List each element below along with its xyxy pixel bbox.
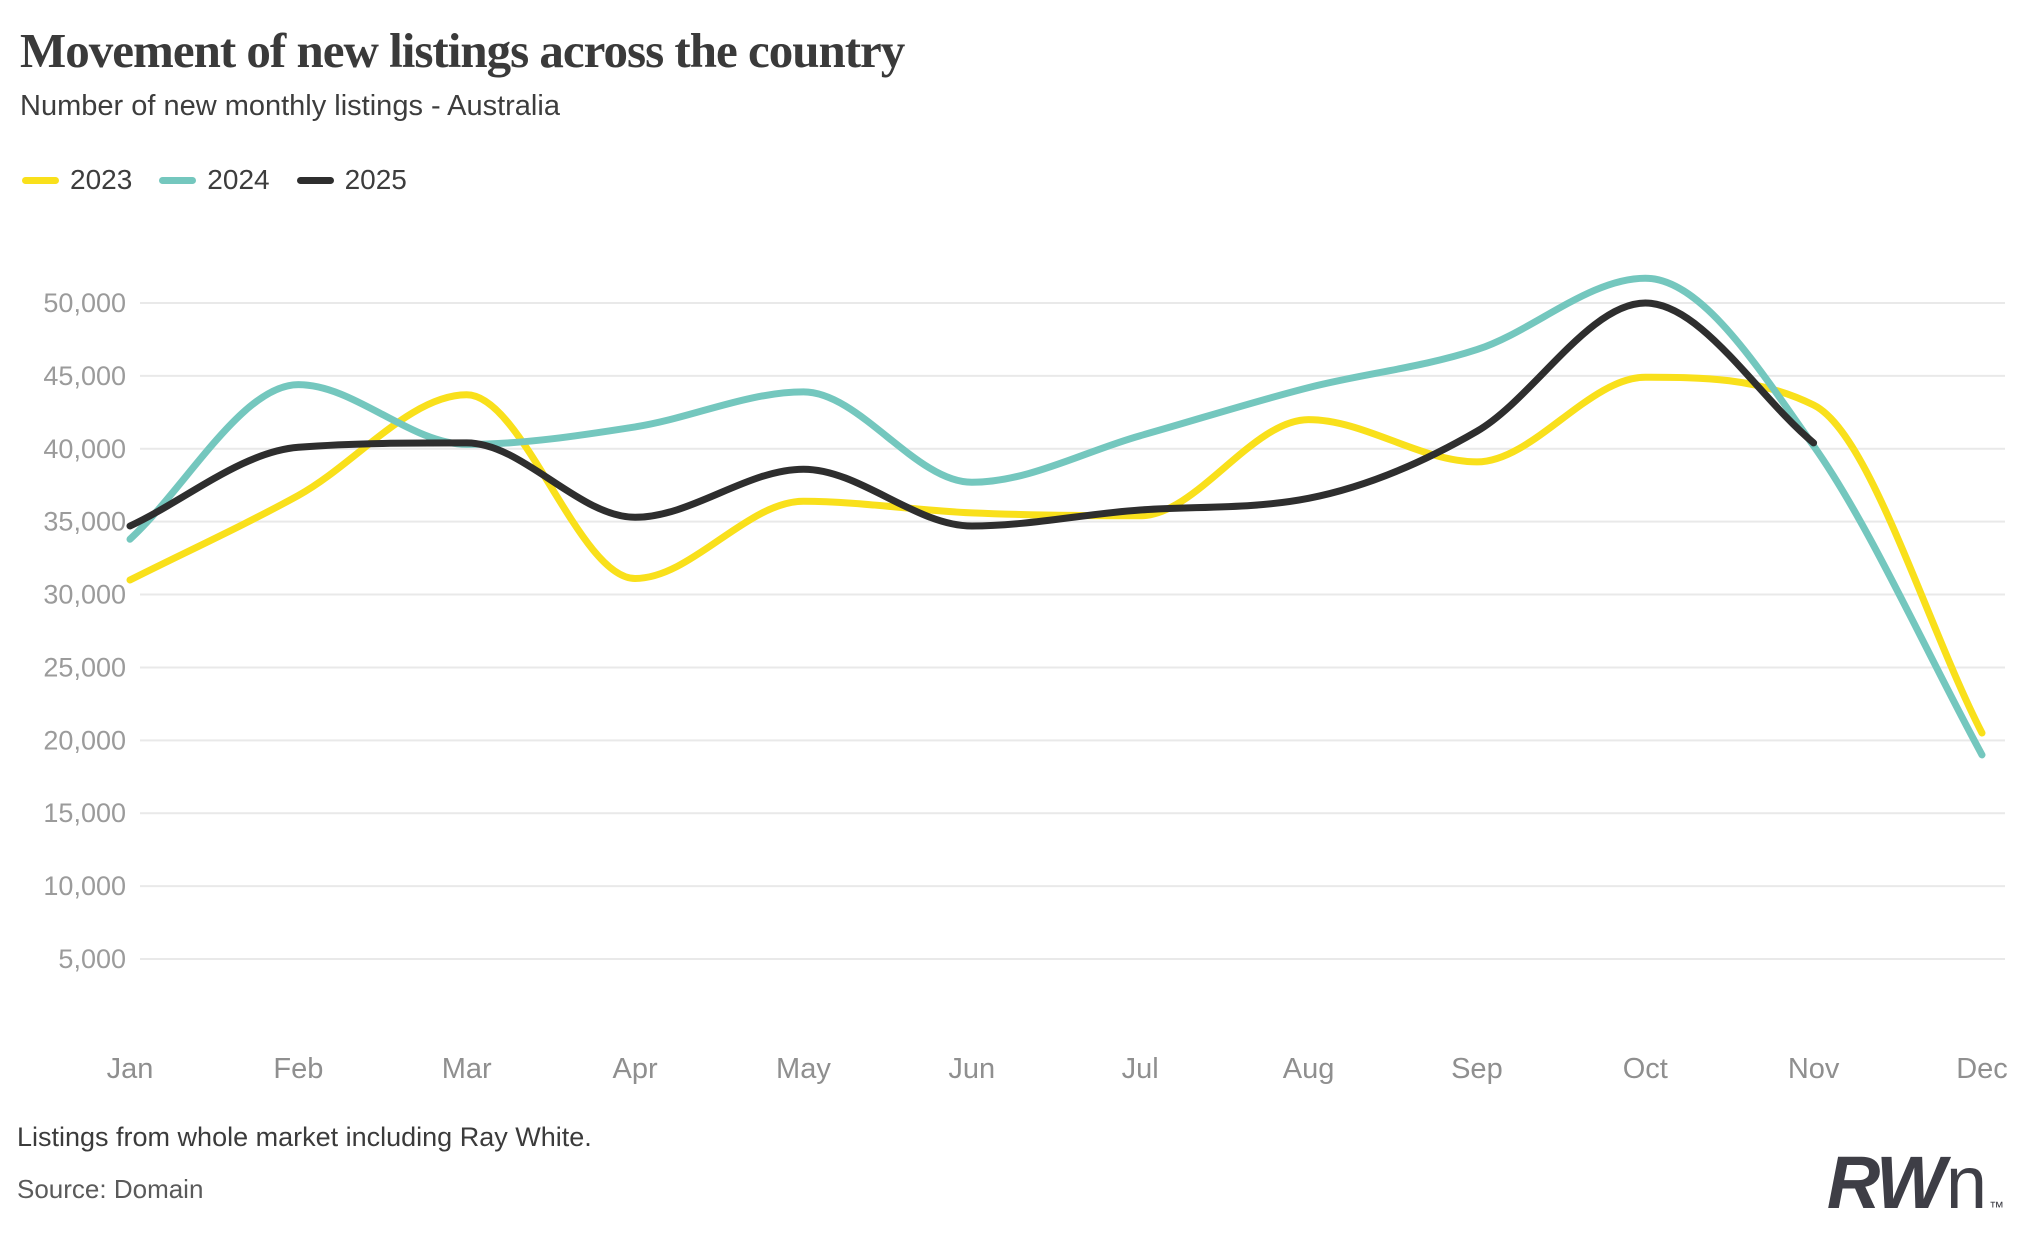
y-axis-label: 30,000 (43, 580, 126, 610)
chart-title: Movement of new listings across the coun… (20, 23, 905, 78)
y-axis-label: 25,000 (43, 652, 126, 682)
legend: 2023 2024 2025 (22, 160, 407, 200)
x-axis-label: Nov (1788, 1053, 1840, 1085)
trademark-symbol: ™ (1989, 1199, 2004, 1216)
y-axis-label: 20,000 (43, 725, 126, 755)
y-axis-label: 15,000 (43, 798, 126, 828)
x-axis-label: Aug (1283, 1053, 1335, 1085)
y-axis-label: 10,000 (43, 871, 126, 901)
x-axis-label: Sep (1451, 1053, 1503, 1085)
legend-label-2023: 2023 (70, 164, 133, 195)
source-note: Source: Domain (17, 1174, 204, 1204)
legend-swatch-2025 (296, 176, 334, 184)
x-axis-label: May (776, 1053, 831, 1085)
logo-n-text: n (1945, 1141, 1987, 1224)
legend-swatch-2024 (159, 176, 197, 184)
series-line-2025 (126, 299, 1818, 530)
x-axis-label: Feb (273, 1053, 323, 1085)
x-axis-label: Mar (442, 1053, 492, 1085)
x-axis-label: Dec (1956, 1053, 2008, 1085)
x-axis-label: Jan (107, 1053, 154, 1085)
legend-item-2024: 2024 (159, 164, 270, 196)
y-axis-label: 5,000 (58, 944, 126, 974)
legend-item-2023: 2023 (22, 164, 132, 196)
footnote: Listings from whole market including Ray… (17, 1122, 592, 1152)
legend-label-2024: 2024 (207, 164, 270, 195)
legend-label-2025: 2025 (344, 164, 407, 195)
logo-rw-text: RW (1826, 1141, 1946, 1224)
x-axis-label: Apr (613, 1053, 658, 1085)
y-axis-label: 35,000 (43, 507, 126, 537)
rwn-logo: RW n ™ (1827, 1146, 2004, 1220)
x-axis-label: Oct (1623, 1053, 1668, 1085)
x-axis-label: Jul (1122, 1053, 1159, 1085)
chart-subtitle: Number of new monthly listings - Austral… (20, 90, 560, 122)
y-axis-label: 50,000 (43, 288, 126, 318)
y-axis-label: 40,000 (43, 434, 126, 464)
x-axis-label: Jun (948, 1053, 995, 1085)
y-axis-label: 45,000 (43, 361, 126, 391)
legend-swatch-2023 (22, 176, 59, 184)
legend-item-2025: 2025 (296, 164, 407, 196)
